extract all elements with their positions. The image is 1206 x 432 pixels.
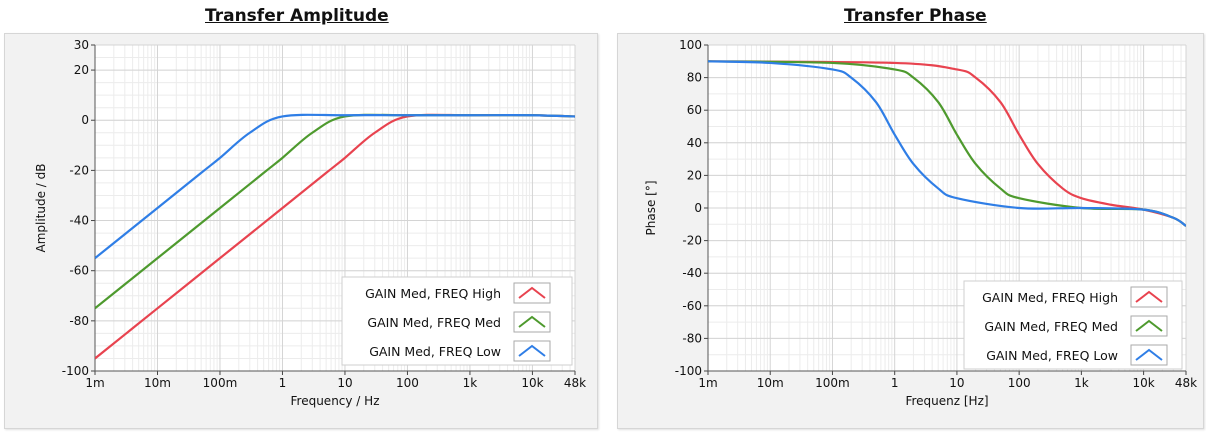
x-tick-label: 100 bbox=[1008, 376, 1031, 390]
legend-label: GAIN Med, FREQ Med bbox=[984, 319, 1118, 334]
y-axis-label: Phase [°] bbox=[644, 180, 658, 235]
legend-swatch-line bbox=[518, 344, 546, 357]
x-tick-label: 48k bbox=[1175, 376, 1197, 390]
y-tick-label: 100 bbox=[679, 38, 702, 52]
y-tick-label: 0 bbox=[694, 201, 702, 215]
y-tick-label: -80 bbox=[69, 314, 89, 328]
x-axis-label: Frequenz [Hz] bbox=[905, 394, 988, 408]
legend-swatch[interactable] bbox=[1130, 315, 1168, 337]
legend: GAIN Med, FREQ High GAIN Med, FREQ Med GAI… bbox=[963, 280, 1183, 370]
y-tick-label: -100 bbox=[62, 364, 89, 378]
x-tick-label: 48k bbox=[564, 376, 586, 390]
phase-chart-title: Transfer Phase bbox=[844, 6, 987, 26]
legend-swatch[interactable] bbox=[1130, 286, 1168, 308]
amplitude-chart-panel: 1m 10m 100m 1 10 100 1k 10k 48k 30 20 0 -20 -40 -60 -80… bbox=[4, 33, 598, 429]
legend-swatch-line bbox=[518, 315, 546, 328]
x-tick-label: 1m bbox=[85, 376, 104, 390]
y-tick-label: 80 bbox=[687, 71, 702, 85]
x-tick-label: 1 bbox=[279, 376, 287, 390]
x-tick-label: 100 bbox=[396, 376, 419, 390]
x-axis-label: Frequency / Hz bbox=[291, 394, 380, 408]
x-axis-ticks: 1m 10m 100m 1 10 100 1k 10k 48k bbox=[85, 371, 586, 390]
y-tick-label: -60 bbox=[69, 264, 89, 278]
phase-chart-panel: 1m 10m 100m 1 10 100 1k 10k 48k 100 80 60 40 20 0 -20 -4… bbox=[617, 33, 1204, 429]
y-tick-label: 30 bbox=[74, 38, 89, 52]
y-tick-label: -60 bbox=[682, 299, 702, 313]
legend-swatch[interactable] bbox=[513, 311, 551, 333]
x-tick-label: 1k bbox=[463, 376, 478, 390]
series-group bbox=[708, 60, 1186, 227]
x-tick-label: 10 bbox=[949, 376, 964, 390]
y-tick-label: -20 bbox=[69, 163, 89, 177]
legend-swatch[interactable] bbox=[513, 340, 551, 362]
legend-label: GAIN Med, FREQ Med bbox=[367, 315, 501, 330]
y-tick-label: -80 bbox=[682, 331, 702, 345]
legend-swatch-line bbox=[1135, 319, 1163, 332]
legend-swatch[interactable] bbox=[1130, 344, 1168, 366]
phase-chart: 1m 10m 100m 1 10 100 1k 10k 48k 100 80 60 40 20 0 -20 -4… bbox=[644, 38, 1197, 408]
legend-label: GAIN Med, FREQ High bbox=[365, 286, 501, 301]
y-tick-label: -20 bbox=[682, 234, 702, 248]
x-tick-label: 10m bbox=[144, 376, 171, 390]
legend-swatch-line bbox=[1135, 290, 1163, 303]
legend-swatch-line bbox=[518, 286, 546, 299]
legend: GAIN Med, FREQ High GAIN Med, FREQ Med GAI… bbox=[341, 276, 573, 366]
amplitude-chart: 1m 10m 100m 1 10 100 1k 10k 48k 30 20 0 -20 -40 -60 -80… bbox=[34, 38, 586, 408]
y-axis-label: Amplitude / dB bbox=[34, 163, 48, 252]
x-tick-label: 1k bbox=[1074, 376, 1089, 390]
x-tick-label: 100m bbox=[203, 376, 238, 390]
x-tick-label: 10m bbox=[757, 376, 784, 390]
legend-label: GAIN Med, FREQ High bbox=[982, 290, 1118, 305]
x-axis-ticks: 1m 10m 100m 1 10 100 1k 10k 48k bbox=[698, 371, 1197, 390]
x-tick-label: 10k bbox=[1132, 376, 1154, 390]
x-tick-label: 10 bbox=[337, 376, 352, 390]
x-tick-label: 100m bbox=[815, 376, 850, 390]
y-tick-label: 40 bbox=[687, 136, 702, 150]
y-axis-ticks: 100 80 60 40 20 0 -20 -40 -60 -80 -100 bbox=[675, 38, 708, 378]
legend-swatch-line bbox=[1135, 348, 1163, 361]
y-axis-ticks: 30 20 0 -20 -40 -60 -80 -100 bbox=[62, 38, 95, 378]
y-tick-label: -40 bbox=[69, 214, 89, 228]
y-tick-label: 20 bbox=[687, 168, 702, 182]
y-tick-label: -40 bbox=[682, 266, 702, 280]
series-group bbox=[95, 113, 575, 360]
y-tick-label: -100 bbox=[675, 364, 702, 378]
series-line-low bbox=[708, 60, 1186, 227]
amplitude-chart-title: Transfer Amplitude bbox=[205, 6, 389, 26]
series-line-low bbox=[95, 113, 575, 260]
y-tick-label: 60 bbox=[687, 103, 702, 117]
y-tick-label: 0 bbox=[81, 113, 89, 127]
legend-swatch[interactable] bbox=[513, 282, 551, 304]
legend-label: GAIN Med, FREQ Low bbox=[369, 344, 501, 359]
legend-label: GAIN Med, FREQ Low bbox=[986, 348, 1118, 363]
x-tick-label: 1 bbox=[891, 376, 899, 390]
x-tick-label: 10k bbox=[521, 376, 543, 390]
y-tick-label: 20 bbox=[74, 63, 89, 77]
x-tick-label: 1m bbox=[698, 376, 717, 390]
